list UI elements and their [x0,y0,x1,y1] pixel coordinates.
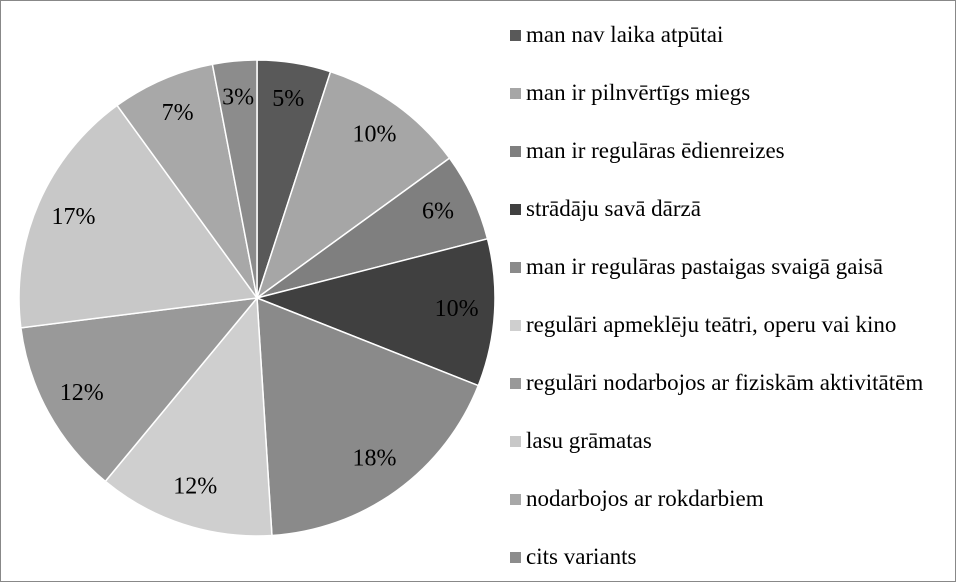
pie-slice [254,237,496,387]
legend-label: man nav laika atpūtai [526,22,724,47]
pie-slice [256,296,480,537]
pie-slice [18,104,259,329]
legend-item: man ir pilnvērtīgs miegs [510,80,950,105]
data-label: 17% [51,204,95,230]
legend-label: cits variants [526,544,637,569]
legend-swatch [510,88,521,99]
data-label: 12% [60,380,104,406]
legend-item: regulāri apmeklēju teātri, operu vai kin… [510,312,950,337]
legend-label: lasu grāmatas [526,428,652,453]
legend-swatch [510,146,521,157]
pie-slice [211,59,258,299]
legend-item: cits variants [510,544,950,569]
legend-swatch [510,494,521,505]
data-label: 10% [353,122,397,148]
legend-item: regulāri nodarbojos ar fiziskām aktivitā… [510,370,950,395]
pie-slice [20,297,259,483]
pie-slice [255,70,451,300]
legend-label: man ir pilnvērtīgs miegs [526,80,751,105]
legend-item: strādāju savā dārzā [510,196,950,221]
legend-swatch [510,320,521,331]
legend-item: man ir regulāras pastaigas svaigā gaisā [510,254,950,279]
legend-item: lasu grāmatas [510,428,950,453]
legend-swatch [510,552,521,563]
data-label: 18% [353,445,397,471]
pie-slice [116,63,258,299]
legend-item: nodarbojos ar rokdarbiem [510,486,950,511]
legend-item: man nav laika atpūtai [510,22,950,47]
data-label: 12% [173,474,217,500]
legend-swatch [510,436,521,447]
legend-label: regulāri nodarbojos ar fiziskām aktivitā… [526,370,924,395]
data-label: 5% [272,86,304,112]
legend-label: regulāri apmeklēju teātri, operu vai kin… [526,312,897,337]
legend-swatch [510,378,521,389]
legend-swatch [510,204,521,215]
legend-label: man ir regulāras ēdienreizes [526,138,785,163]
legend-item: man ir regulāras ēdienreizes [510,138,950,163]
pie-slice [104,296,273,537]
legend-label: man ir regulāras pastaigas svaigā gaisā [526,254,884,279]
legend-swatch [510,262,521,273]
legend-label: strādāju savā dārzā [526,196,701,221]
data-label: 10% [435,296,479,322]
data-label: 6% [422,198,454,224]
data-label: 7% [162,100,194,126]
legend-swatch [510,30,521,41]
data-label: 3% [222,84,254,110]
legend-label: nodarbojos ar rokdarbiem [526,486,764,511]
